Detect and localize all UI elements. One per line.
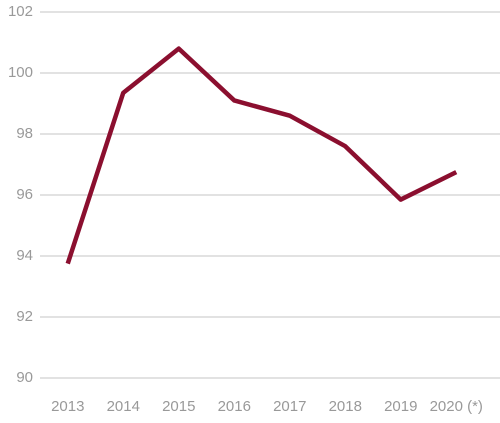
y-tick-label: 92 (16, 308, 33, 325)
x-tick-label: 2015 (162, 398, 195, 415)
y-tick-label: 94 (16, 247, 33, 264)
y-tick-label: 98 (16, 125, 33, 142)
x-tick-label: 2017 (273, 398, 306, 415)
x-tick-label: 2014 (107, 398, 140, 415)
x-tick-label: 2016 (218, 398, 251, 415)
y-tick-label: 102 (8, 3, 33, 20)
x-tick-label: 2019 (384, 398, 417, 415)
x-tick-label: 2013 (51, 398, 84, 415)
x-tick-label: 2020 (*) (430, 398, 483, 415)
data-line (65, 46, 458, 265)
y-tick-label: 100 (8, 64, 33, 81)
y-tick-label: 96 (16, 186, 33, 203)
x-tick-label: 2018 (329, 398, 362, 415)
y-tick-label: 90 (16, 369, 33, 386)
